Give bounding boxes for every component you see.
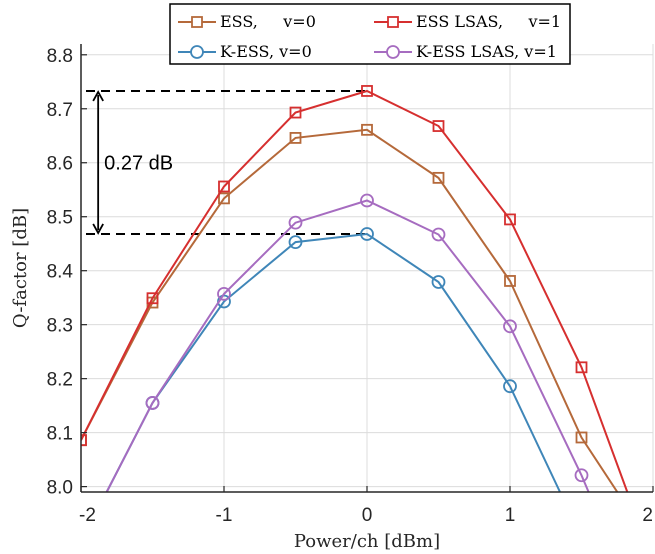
series-marker-3: [574, 468, 589, 483]
y-tick-label: 8.7: [47, 100, 73, 121]
series-marker-1: [504, 213, 516, 226]
series-marker-3: [503, 319, 517, 334]
legend-box: [169, 3, 571, 65]
series-marker-0: [289, 132, 302, 144]
x-tick-label: -2: [79, 505, 96, 526]
legend-marker-0: [191, 16, 203, 28]
y-tick-label: 8.5: [47, 208, 73, 229]
y-tick-label: 8.4: [47, 262, 74, 283]
legend-entry-0: ESS, v=0: [220, 12, 316, 31]
y-tick-label: 8.8: [47, 46, 73, 67]
series-marker-3: [431, 227, 446, 242]
annotation-arrowhead-up: [92, 90, 104, 102]
grid: [80, 44, 654, 492]
series-marker-1: [81, 434, 87, 447]
series-line-2: [105, 232, 561, 492]
series-marker-2: [360, 227, 374, 241]
legend-entry-2: K-ESS, v=0: [220, 42, 312, 61]
series-marker-0: [361, 123, 373, 136]
x-tick-label: 1: [505, 505, 516, 526]
legend-marker-2: [190, 45, 204, 59]
y-axis-label: Q-factor [dB]: [10, 208, 31, 328]
y-tick-label: 8.1: [47, 424, 73, 445]
series-marker-0: [575, 431, 588, 444]
series-line-1: [81, 89, 629, 492]
legend-marker-3: [386, 45, 400, 59]
legend: ESS, v=0 ESS LSAS, v=1 K-ESS, v=0 K-ESS LSA…: [169, 3, 571, 65]
series-marker-1: [146, 292, 159, 305]
series-marker-1: [575, 361, 588, 374]
series-line-0: [81, 128, 619, 492]
x-tick-label: 0: [362, 505, 373, 526]
legend-entry-3: K-ESS LSAS, v=1: [416, 42, 557, 61]
x-tick-label: 2: [642, 505, 653, 526]
series-marker-0: [504, 275, 516, 287]
annotation: 0.27 dB: [86, 89, 367, 235]
series-marker-2: [431, 275, 446, 289]
x-tick-label: -1: [216, 505, 233, 526]
series-marker-1: [218, 180, 230, 193]
series-marker-2: [288, 235, 303, 249]
series-marker-0: [218, 192, 230, 205]
annotation-arrowhead-down: [92, 223, 104, 235]
series-marker-3: [360, 193, 374, 208]
series-marker-3: [288, 215, 303, 230]
y-tick-label: 8.3: [47, 316, 73, 337]
series-marker-0: [432, 171, 445, 184]
series-marker-2: [503, 379, 517, 394]
series-marker-3: [145, 396, 160, 410]
ticks: -2 -1 0 1 2 8.0 8.1 8.2 8.3 8.4 8.5 8.6 8.7 8.8: [47, 46, 654, 526]
series-clip-group: [81, 85, 629, 492]
legend-entry-1: ESS LSAS, v=1: [416, 12, 561, 31]
legend-marker-1: [387, 16, 399, 28]
series-marker-1: [361, 85, 373, 97]
x-axis-label: Power/ch [dBm]: [294, 531, 440, 552]
annotation-label: 0.27 dB: [104, 152, 173, 174]
series-marker-1: [432, 120, 445, 132]
y-tick-label: 8.0: [47, 478, 73, 499]
series-layer: [81, 85, 629, 492]
y-tick-label: 8.6: [47, 154, 73, 175]
series-line-3: [105, 199, 590, 492]
series-marker-3: [217, 287, 231, 301]
series-marker-1: [289, 106, 302, 119]
y-tick-label: 8.2: [47, 370, 73, 391]
